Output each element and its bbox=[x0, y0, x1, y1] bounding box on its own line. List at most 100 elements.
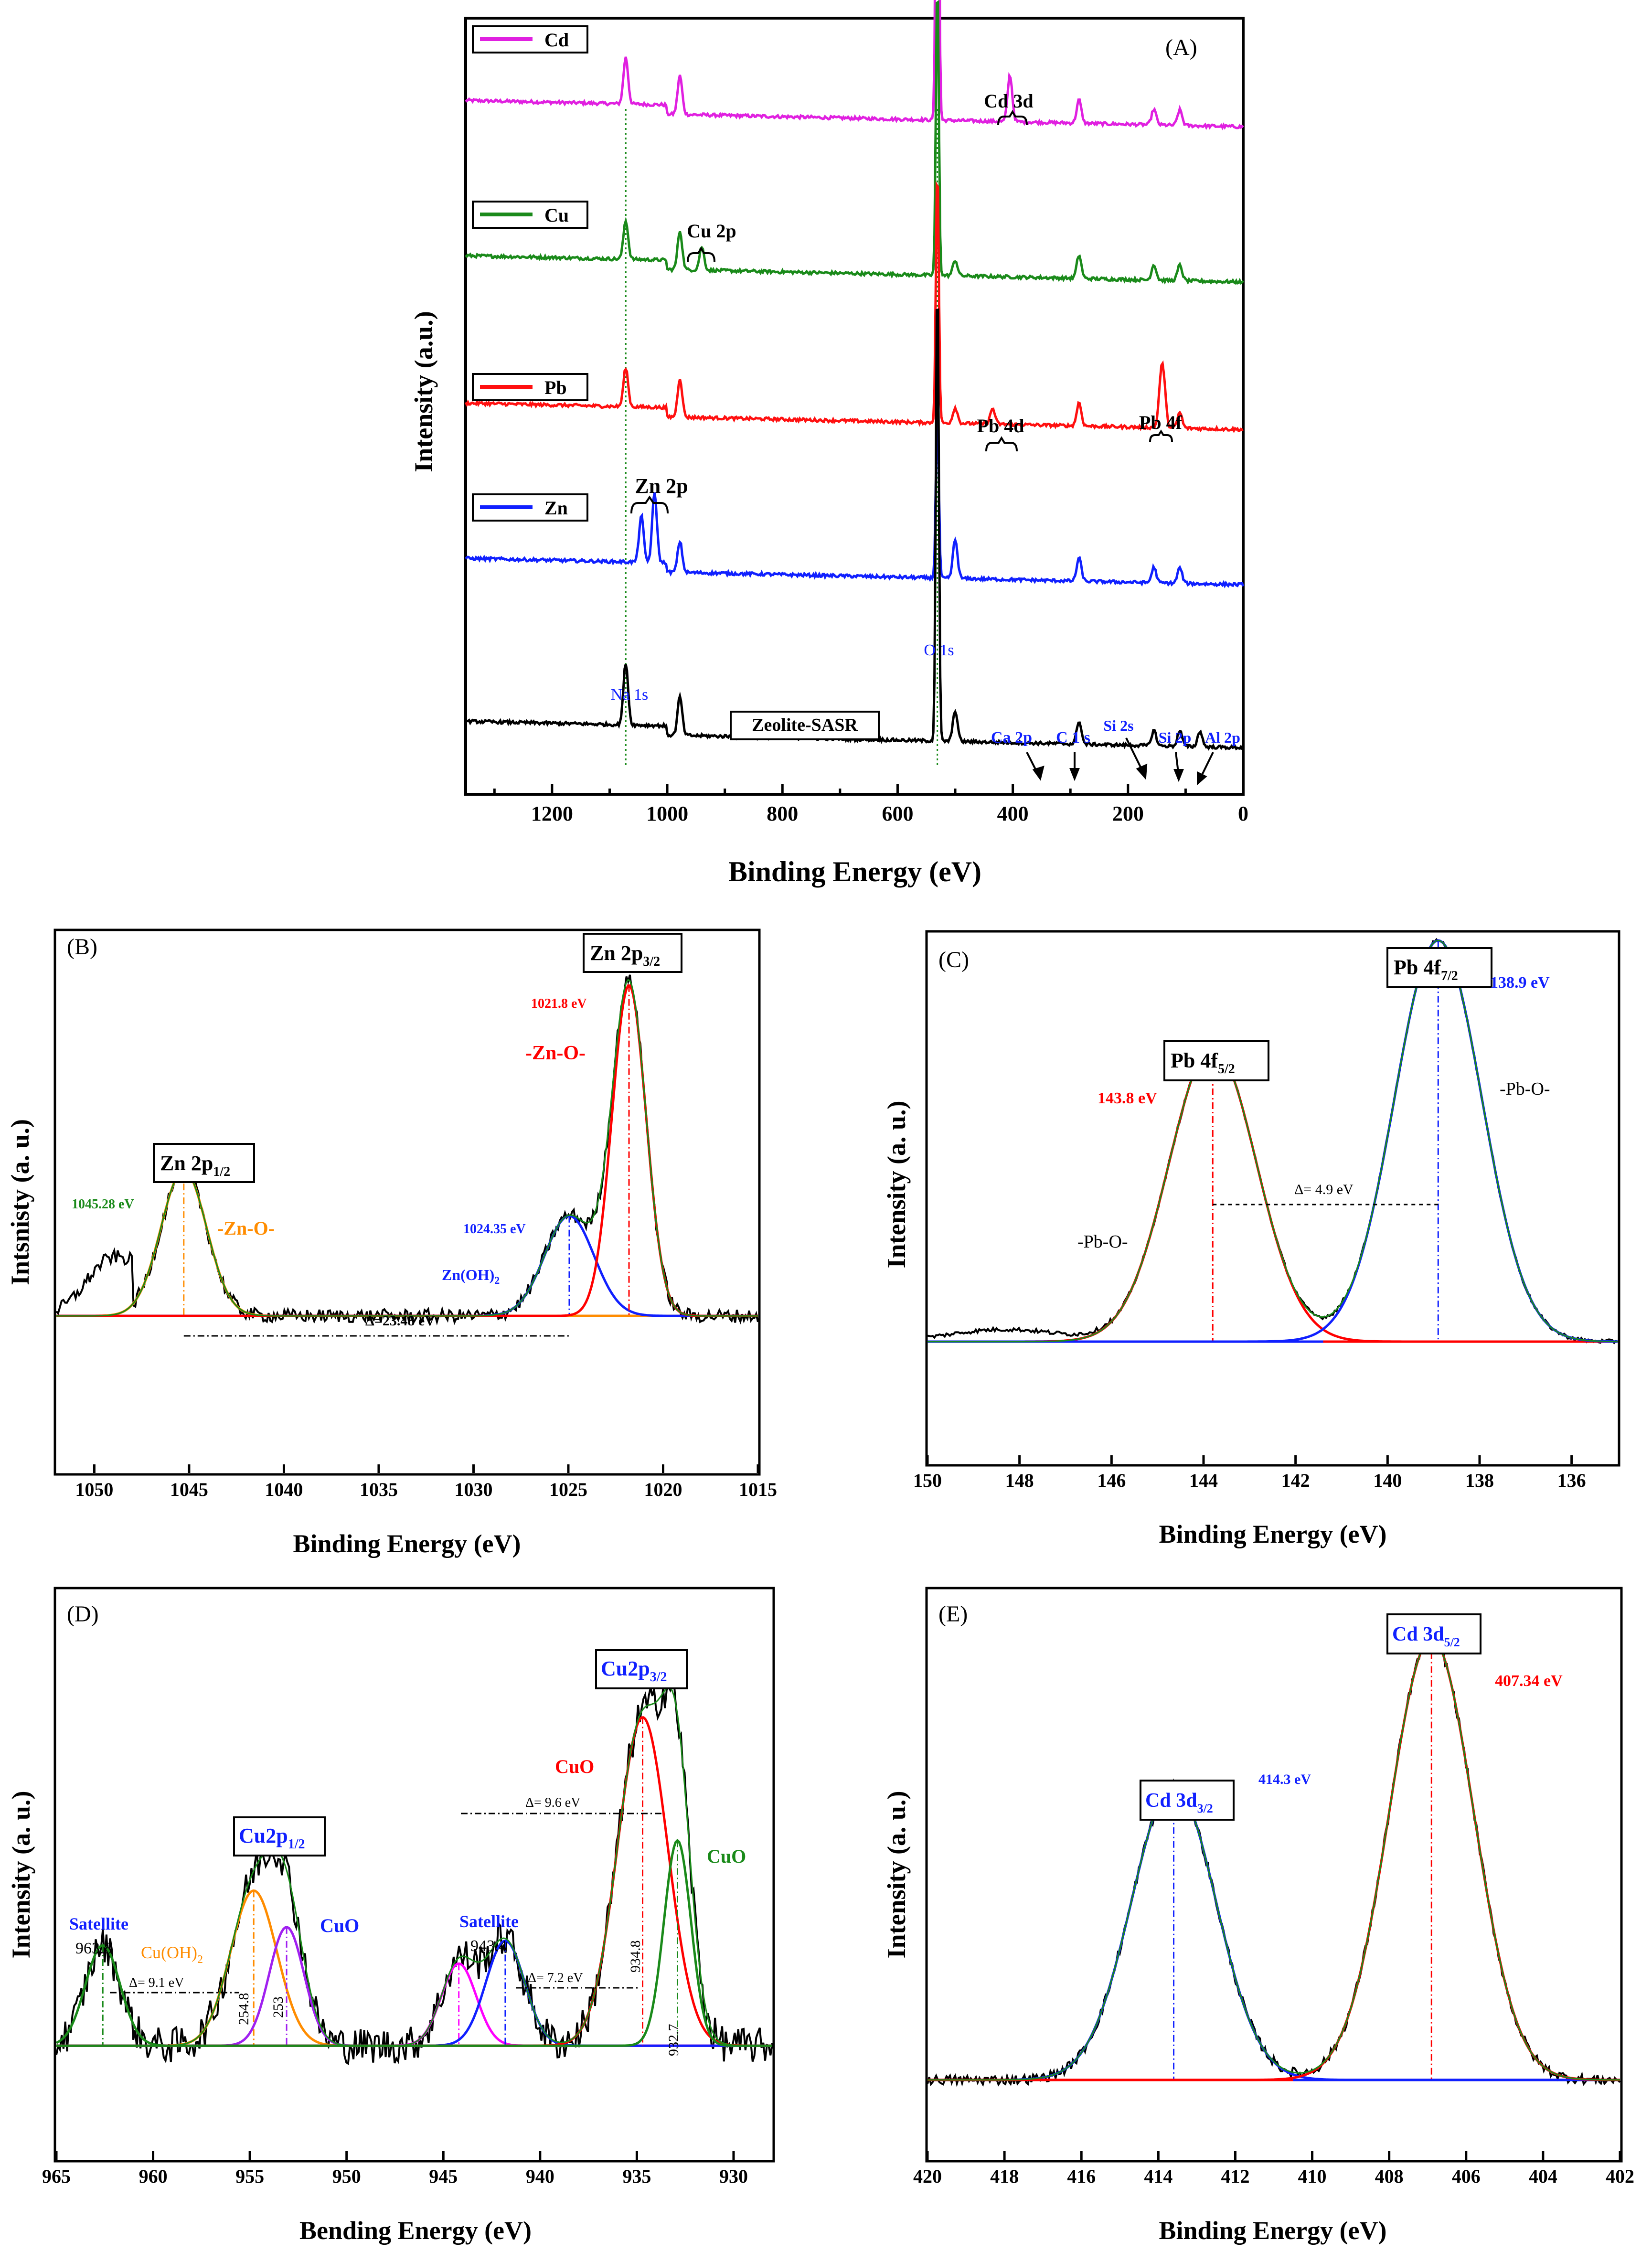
pE-xtick-label-412: 412 bbox=[1221, 2166, 1249, 2187]
pC-component-1 bbox=[927, 939, 1618, 1343]
pD-xtick-label-960: 960 bbox=[139, 2166, 168, 2187]
pE-envelope bbox=[927, 1638, 1620, 2081]
svg-text:Cd 3d3/2: Cd 3d3/2 bbox=[1145, 1790, 1213, 1815]
panel-d-cuo2: CuO bbox=[555, 1756, 594, 1777]
panel-b-xlabel: Binding Energy (eV) bbox=[293, 1529, 521, 1558]
pB-xtick-label-1035: 1035 bbox=[360, 1479, 398, 1500]
panel-e-title-left: Cd 3d3/2 bbox=[1140, 1780, 1235, 1821]
pE-xtick-label-414: 414 bbox=[1144, 2166, 1172, 2187]
panel-d-v253: 253 bbox=[270, 1996, 286, 2018]
pE-component-0 bbox=[927, 1784, 1620, 2081]
panel-b-title-right: Zn 2p3/2 bbox=[583, 933, 682, 973]
svg-text:Cu2p1/2: Cu2p1/2 bbox=[239, 1824, 305, 1852]
panel-d-frame bbox=[53, 1587, 775, 2163]
pB-envelope bbox=[56, 979, 758, 1317]
panel-c-title-left: Pb 4f5/2 bbox=[1163, 1040, 1269, 1081]
pD-xtick-label-965: 965 bbox=[42, 2166, 71, 2187]
panel-b-peak1-value: 1045.28 eV bbox=[72, 1197, 134, 1212]
pD-raw-data bbox=[55, 1679, 773, 2066]
pE-xtick-label-404: 404 bbox=[1529, 2166, 1557, 2187]
pB-xtick-label-1030: 1030 bbox=[454, 1479, 492, 1500]
pE-xtick-label-408: 408 bbox=[1375, 2166, 1404, 2187]
pC-raw-data bbox=[927, 938, 1618, 1345]
panel-c-frame bbox=[925, 930, 1620, 1467]
svg-text:Zn 2p1/2: Zn 2p1/2 bbox=[160, 1152, 230, 1179]
panel-b-delta: Δ=23.48 eV bbox=[365, 1313, 435, 1329]
ann-cd3d: Cd 3d bbox=[984, 90, 1033, 112]
svg-text:Zn: Zn bbox=[544, 497, 568, 519]
panel-c-delta: Δ= 4.9 eV bbox=[1294, 1182, 1354, 1197]
ann-zn2p-bracket bbox=[630, 495, 669, 514]
ann-pb4f-bracket bbox=[1149, 429, 1173, 442]
panel-d-cu2p32-box: Cu2p3/2 bbox=[595, 1649, 688, 1689]
pE-xtick-label-402: 402 bbox=[1606, 2166, 1634, 2187]
a-xtick-label-400: 400 bbox=[997, 802, 1029, 825]
pE-component-1 bbox=[927, 1637, 1620, 2081]
pB-xtick-label-1040: 1040 bbox=[265, 1479, 303, 1500]
legend-pb: Pb bbox=[472, 373, 588, 401]
pE-xtick-label-420: 420 bbox=[913, 2166, 942, 2187]
pC-xtick-label-150: 150 bbox=[913, 1470, 942, 1491]
ann-na1s: Na 1s bbox=[611, 686, 648, 704]
ann-pb4d-bracket bbox=[985, 436, 1018, 452]
panel-d-delta1: Δ= 9.1 eV bbox=[129, 1975, 184, 1990]
panel-b-label: (B) bbox=[67, 934, 97, 960]
panel-d-cuo1: CuO bbox=[320, 1915, 359, 1936]
a-xtick-label-1200: 1200 bbox=[531, 802, 573, 825]
panel-e-title-right: Cd 3d5/2 bbox=[1386, 1613, 1481, 1654]
panel-d-satellite1: Satellite bbox=[69, 1914, 128, 1933]
panel-b-znoh: Zn(OH)2 bbox=[442, 1266, 500, 1286]
ann-ca2p: Ca 2p bbox=[991, 729, 1032, 747]
a-xtick-label-800: 800 bbox=[767, 802, 798, 825]
panel-d-cu2p12-box: Cu2p1/2 bbox=[233, 1816, 326, 1856]
panel-d-cuoh: Cu(OH)2 bbox=[141, 1943, 203, 1966]
panel-a-label: (A) bbox=[1165, 35, 1197, 60]
ann-zn2p: Zn 2p bbox=[635, 474, 688, 498]
svg-text:Pb 4f5/2: Pb 4f5/2 bbox=[1171, 1049, 1235, 1077]
a-xtick-label-0: 0 bbox=[1238, 802, 1248, 825]
pD-xtick-label-950: 950 bbox=[332, 2166, 361, 2187]
panel-e-peak1-value: 414.3 eV bbox=[1258, 1771, 1311, 1787]
panel-b-zno-right: -Zn-O- bbox=[525, 1042, 586, 1064]
panel-c-label: (C) bbox=[938, 947, 969, 972]
panel-b-peak2-value: 1024.35 eV bbox=[463, 1222, 526, 1237]
pD-xtick-label-935: 935 bbox=[622, 2166, 651, 2187]
panel-d-delta3: Δ= 7.2 eV bbox=[528, 1971, 583, 1985]
pC-xtick-label-142: 142 bbox=[1281, 1470, 1310, 1491]
pB-xtick-label-1015: 1015 bbox=[739, 1479, 777, 1500]
series-cu bbox=[465, 0, 1244, 285]
pB-xtick-label-1020: 1020 bbox=[644, 1479, 682, 1500]
ann-pb4d: Pb 4d bbox=[977, 415, 1024, 437]
panel-d-satellite1-value: 963.8 bbox=[75, 1940, 112, 1957]
panel-b-title-left: Zn 2p1/2 bbox=[153, 1143, 255, 1183]
panel-b-frame bbox=[53, 928, 761, 1476]
ann-al2p: Al 2p bbox=[1205, 729, 1240, 746]
pD-xtick-label-930: 930 bbox=[719, 2166, 748, 2187]
panel-d-v2548: 254.8 bbox=[236, 1993, 252, 2026]
pD-xtick-label-945: 945 bbox=[429, 2166, 458, 2187]
pC-xtick-label-136: 136 bbox=[1557, 1470, 1586, 1491]
panel-d-v9348: 934.8 bbox=[628, 1941, 643, 1973]
ann-c1s: C 1 s bbox=[1056, 729, 1090, 747]
svg-text:Zn 2p3/2: Zn 2p3/2 bbox=[590, 941, 660, 969]
legend-cu: Cu bbox=[472, 201, 588, 229]
pC-xtick-label-138: 138 bbox=[1465, 1470, 1494, 1491]
series-cd bbox=[465, 0, 1244, 130]
ann-cd3d-bracket bbox=[997, 110, 1028, 126]
pE-xtick-label-406: 406 bbox=[1452, 2166, 1481, 2187]
pD-component-5 bbox=[56, 1716, 772, 2047]
pE-xtick-label-416: 416 bbox=[1067, 2166, 1096, 2187]
a-xtick-label-200: 200 bbox=[1112, 802, 1144, 825]
panel-d-v9327: 932.7 bbox=[666, 2024, 682, 2057]
panel-d-satellite2: Satellite bbox=[459, 1912, 519, 1931]
svg-text:Cu: Cu bbox=[544, 204, 569, 226]
panel-b-zno-left: -Zn-O- bbox=[217, 1217, 275, 1239]
pB-xtick-label-1025: 1025 bbox=[549, 1479, 587, 1500]
panel-b-ylabel: Intsnisty (a. u.) bbox=[6, 1119, 34, 1285]
panel-c-pbo-left: -Pb-O- bbox=[1077, 1232, 1128, 1252]
ann-cu2p-bracket bbox=[687, 246, 715, 262]
pB-xtick-label-1050: 1050 bbox=[75, 1479, 113, 1500]
panel-a-arrows bbox=[1026, 737, 1214, 786]
panel-a-ylabel: Intensity (a.u.) bbox=[409, 311, 438, 472]
